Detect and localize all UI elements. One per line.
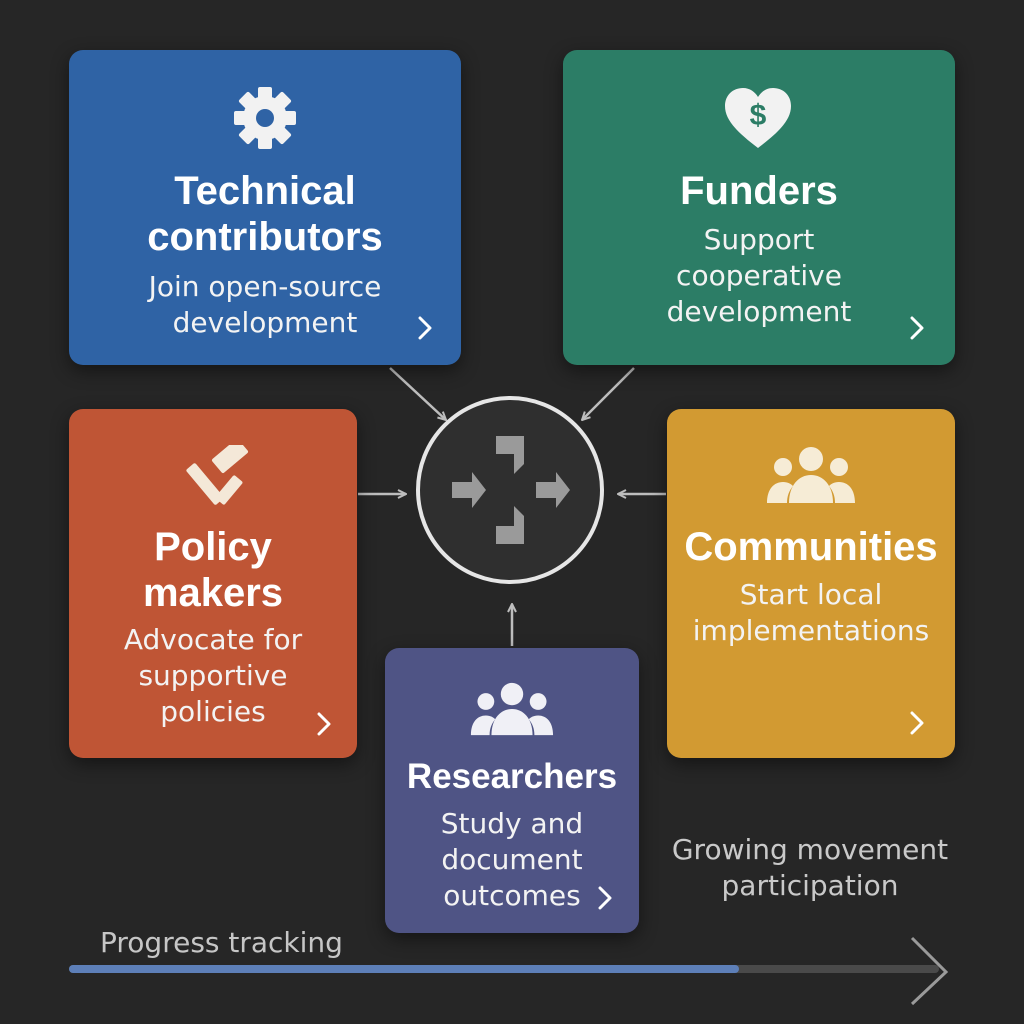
card-policy-makers[interactable]: Policy makers Advocate for supportive po…: [69, 409, 357, 758]
progress-fill: [69, 965, 739, 973]
card-title-line2: contributors: [147, 215, 383, 259]
card-title: Funders: [680, 169, 838, 213]
card-desc-line1: Study and: [440, 807, 584, 840]
card-desc-line2: cooperative: [676, 259, 842, 292]
caption-line2: participation: [721, 869, 899, 902]
chevron-right-icon[interactable]: [910, 316, 924, 340]
movement-caption: Growing movement participation: [660, 832, 960, 904]
card-title: Researchers: [406, 757, 618, 796]
central-hub: [416, 396, 604, 584]
chevron-right-icon[interactable]: [317, 712, 331, 736]
card-desc-line1: Join open-source: [148, 270, 382, 303]
card-technical-contributors[interactable]: Technical contributors Join open-source …: [69, 50, 461, 365]
card-desc-line3: development: [666, 295, 852, 328]
card-desc-line2: implementations: [692, 614, 930, 647]
card-desc-line1: Advocate for: [123, 623, 303, 656]
card-desc-line3: policies: [160, 695, 266, 728]
card-title-line2: makers: [142, 571, 284, 615]
chevron-right-icon[interactable]: [418, 316, 432, 340]
chevron-right-icon[interactable]: [910, 711, 924, 735]
card-desc-line1: Start local: [739, 578, 883, 611]
card-title-line1: Technical: [174, 169, 356, 213]
people-group-icon: [470, 682, 554, 736]
card-title-line1: Policy: [154, 525, 272, 569]
card-desc-line2: supportive: [138, 659, 288, 692]
card-desc-line2: document: [441, 843, 583, 876]
card-desc-line1: Support: [703, 223, 815, 256]
card-communities[interactable]: Communities Start local implementations: [667, 409, 955, 758]
caption-line1: Growing movement: [671, 833, 949, 866]
gear-icon: [234, 87, 296, 149]
card-title: Communities: [684, 525, 938, 569]
card-researchers[interactable]: Researchers Study and document outcomes: [385, 648, 639, 933]
svg-text:$: $: [750, 99, 767, 132]
progress-track: [69, 965, 939, 973]
people-group-icon: [767, 447, 855, 503]
chevron-right-icon[interactable]: [598, 886, 612, 910]
card-desc-line3: outcomes: [443, 879, 581, 912]
converging-arrows-icon: [452, 436, 570, 544]
arrow-right-icon: [910, 936, 949, 1006]
card-desc-line2: development: [172, 306, 358, 339]
gavel-icon: [186, 445, 248, 505]
heart-dollar-icon: $: [725, 88, 791, 148]
card-funders[interactable]: $ Funders Support cooperative developmen…: [563, 50, 955, 365]
progress-label: Progress tracking: [100, 926, 343, 959]
